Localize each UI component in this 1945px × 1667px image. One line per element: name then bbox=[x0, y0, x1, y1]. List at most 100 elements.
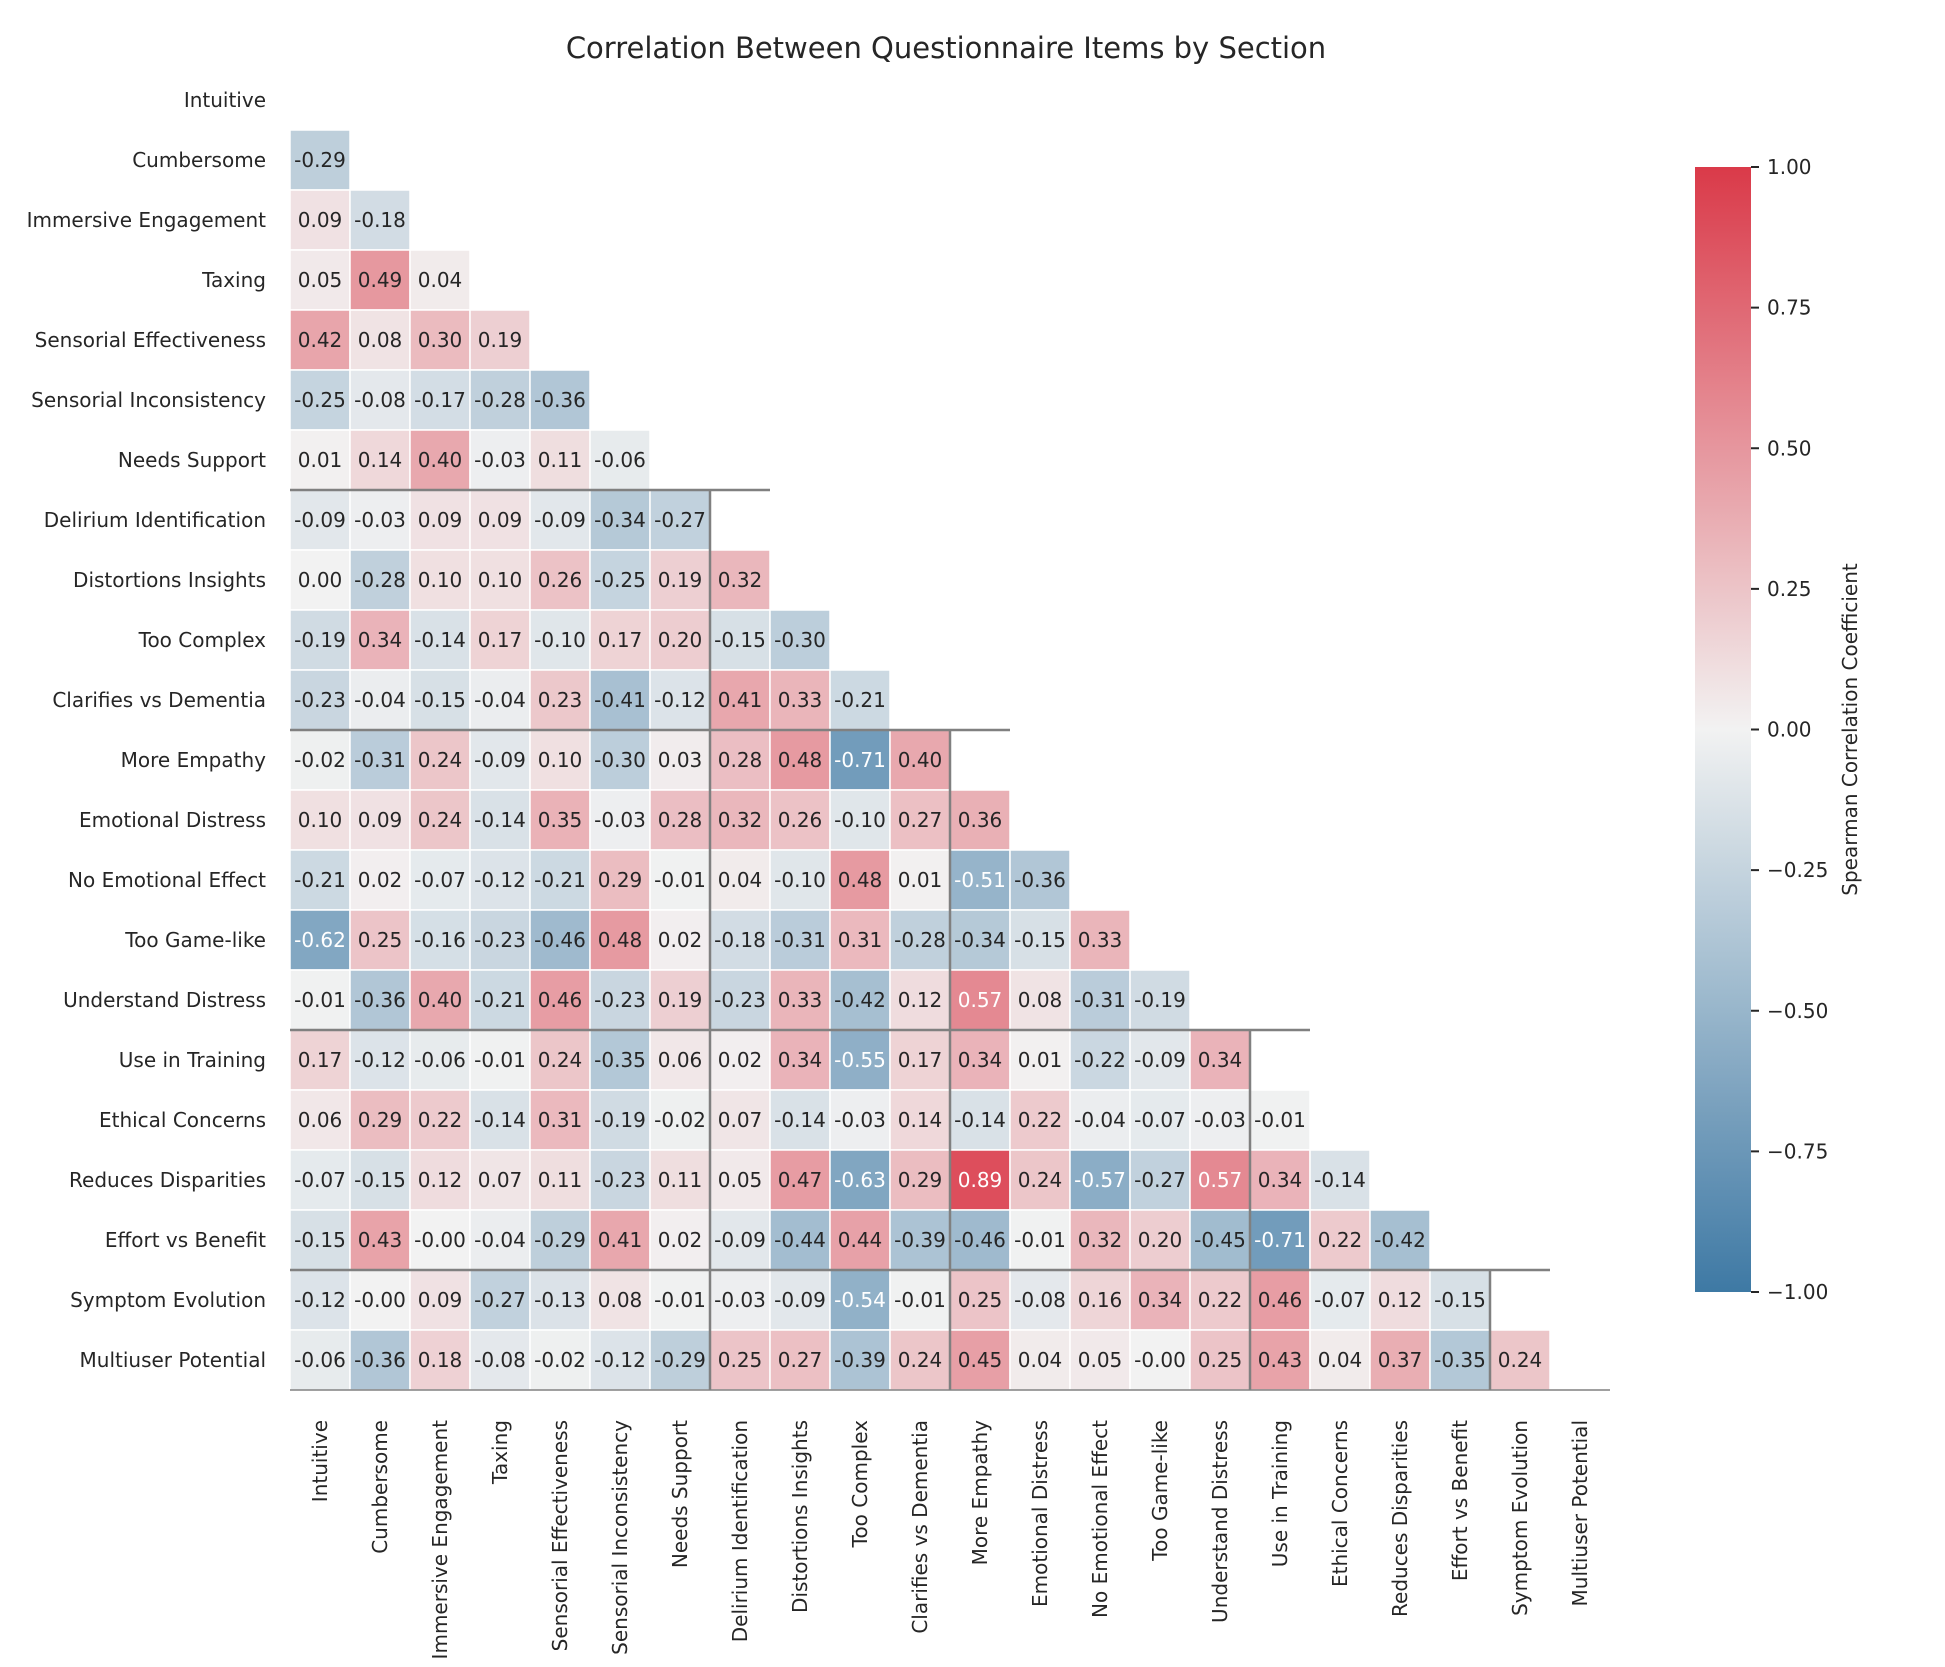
cell-value-label: -0.44 bbox=[774, 1228, 826, 1252]
cell-value-label: -0.57 bbox=[1074, 1168, 1126, 1192]
cell-use-in-training-taxing bbox=[469, 1029, 531, 1091]
cell-taxing-immersive-engagement bbox=[409, 249, 471, 311]
cell-value-label: 0.44 bbox=[838, 1228, 883, 1252]
cell-value-label: 0.41 bbox=[598, 1228, 643, 1252]
cell-value-label: 0.19 bbox=[478, 328, 523, 352]
cell-value-label: -0.25 bbox=[594, 568, 646, 592]
cell-value-label: -0.10 bbox=[774, 868, 826, 892]
cell-value-label: -0.36 bbox=[354, 1348, 406, 1372]
y-tick-label-understand-distress: Understand Distress bbox=[63, 988, 266, 1012]
y-tick-label-multiuser-potential: Multiuser Potential bbox=[80, 1348, 266, 1372]
y-tick-label-cumbersome: Cumbersome bbox=[132, 148, 266, 172]
cell-no-emotional-effect-needs-support bbox=[649, 849, 711, 911]
cell-ethical-concerns-sensorial-inconsistency bbox=[589, 1089, 651, 1151]
cell-value-label: 0.23 bbox=[538, 688, 583, 712]
cell-value-label: -0.36 bbox=[354, 988, 406, 1012]
cell-value-label: 0.06 bbox=[658, 1048, 703, 1072]
cell-value-label: 0.48 bbox=[598, 928, 643, 952]
heatmap-cell-labels: -0.29 0.09 -0.18 0.05 0.49 0.04 0.42 0.08 0.30 0.… bbox=[294, 148, 1542, 1372]
cell-value-label: 0.17 bbox=[898, 1048, 943, 1072]
cell-value-label: -0.23 bbox=[294, 688, 346, 712]
cell-value-label: -0.23 bbox=[594, 988, 646, 1012]
cell-value-label: 0.34 bbox=[1138, 1288, 1183, 1312]
cell-value-label: -0.42 bbox=[834, 988, 886, 1012]
cell-value-label: -0.03 bbox=[714, 1288, 766, 1312]
cell-value-label: 0.31 bbox=[538, 1108, 583, 1132]
cell-no-emotional-effect-clarifies-vs-dementia bbox=[889, 849, 951, 911]
cell-value-label: 0.04 bbox=[718, 868, 763, 892]
cell-value-label: -0.06 bbox=[294, 1348, 346, 1372]
cell-distortions-insights-delirium-identification bbox=[709, 549, 771, 611]
cell-value-label: -0.35 bbox=[594, 1048, 646, 1072]
cell-clarifies-vs-dementia-too-complex bbox=[829, 669, 891, 731]
cell-value-label: -0.22 bbox=[1074, 1048, 1126, 1072]
cell-value-label: 0.04 bbox=[1018, 1348, 1063, 1372]
cell-value-label: 0.24 bbox=[1018, 1168, 1063, 1192]
cell-value-label: -0.30 bbox=[594, 748, 646, 772]
cell-emotional-distress-clarifies-vs-dementia bbox=[889, 789, 951, 851]
cell-value-label: -0.39 bbox=[834, 1348, 886, 1372]
cell-value-label: -0.27 bbox=[474, 1288, 526, 1312]
cell-no-emotional-effect-immersive-engagement bbox=[409, 849, 471, 911]
cell-value-label: -0.10 bbox=[834, 808, 886, 832]
cell-value-label: 0.40 bbox=[418, 448, 463, 472]
cell-value-label: 0.46 bbox=[1258, 1288, 1303, 1312]
cell-understand-distress-cumbersome bbox=[349, 969, 411, 1031]
cell-use-in-training-cumbersome bbox=[349, 1029, 411, 1091]
cell-value-label: 0.29 bbox=[358, 1108, 403, 1132]
cell-value-label: 0.14 bbox=[898, 1108, 943, 1132]
x-axis-labels: Intuitive Cumbersome Immersive Engagement T… bbox=[308, 1420, 1592, 1660]
cell-value-label: -0.27 bbox=[1134, 1168, 1186, 1192]
cell-value-label: -0.03 bbox=[834, 1108, 886, 1132]
cell-value-label: -0.07 bbox=[414, 868, 466, 892]
cell-too-game-like-needs-support bbox=[649, 909, 711, 971]
cell-more-empathy-clarifies-vs-dementia bbox=[889, 729, 951, 791]
cell-value-label: -0.03 bbox=[594, 808, 646, 832]
cell-value-label: -0.02 bbox=[534, 1348, 586, 1372]
cell-value-label: 0.27 bbox=[778, 1348, 823, 1372]
cell-too-game-like-delirium-identification bbox=[709, 909, 771, 971]
cell-needs-support-sensorial-effectiveness bbox=[529, 429, 591, 491]
cell-value-label: -0.00 bbox=[414, 1228, 466, 1252]
cell-value-label: -0.18 bbox=[714, 928, 766, 952]
cell-value-label: -0.03 bbox=[1194, 1108, 1246, 1132]
cell-too-complex-distortions-insights bbox=[769, 609, 831, 671]
cell-value-label: 0.25 bbox=[718, 1348, 763, 1372]
x-tick-label-use-in-training: Use in Training bbox=[1268, 1420, 1292, 1567]
cell-value-label: -0.71 bbox=[834, 748, 886, 772]
cell-value-label: 0.33 bbox=[778, 988, 823, 1012]
cell-value-label: 0.24 bbox=[898, 1348, 943, 1372]
y-tick-label-effort-vs-benefit: Effort vs Benefit bbox=[105, 1228, 266, 1252]
cell-understand-distress-too-complex bbox=[829, 969, 891, 1031]
cell-value-label: -0.41 bbox=[594, 688, 646, 712]
cell-sensorial-inconsistency-cumbersome bbox=[349, 369, 411, 431]
x-tick-label-understand-distress: Understand Distress bbox=[1208, 1420, 1232, 1623]
cell-multiuser-potential-use-in-training bbox=[1249, 1329, 1311, 1391]
x-tick-label-more-empathy: More Empathy bbox=[968, 1420, 992, 1566]
cell-value-label: -0.00 bbox=[354, 1288, 406, 1312]
cell-value-label: -0.14 bbox=[1314, 1168, 1366, 1192]
cell-value-label: 0.11 bbox=[538, 1168, 583, 1192]
cell-value-label: 0.42 bbox=[298, 328, 343, 352]
cell-value-label: 0.33 bbox=[1078, 928, 1123, 952]
cell-value-label: -0.18 bbox=[354, 208, 406, 232]
chart-title: Correlation Between Questionnaire Items … bbox=[566, 31, 1326, 65]
cell-value-label: -0.12 bbox=[354, 1048, 406, 1072]
cell-no-emotional-effect-emotional-distress bbox=[1009, 849, 1071, 911]
cell-value-label: 0.20 bbox=[658, 628, 703, 652]
cell-value-label: -0.07 bbox=[1134, 1108, 1186, 1132]
cell-value-label: -0.01 bbox=[894, 1288, 946, 1312]
cell-understand-distress-sensorial-effectiveness bbox=[529, 969, 591, 1031]
cell-effort-vs-benefit-too-complex bbox=[829, 1209, 891, 1271]
cell-too-game-like-sensorial-effectiveness bbox=[529, 909, 591, 971]
cell-value-label: 0.02 bbox=[658, 928, 703, 952]
cell-multiuser-potential-needs-support bbox=[649, 1329, 711, 1391]
cell-value-label: 0.26 bbox=[538, 568, 583, 592]
cell-delirium-identification-sensorial-inconsistency bbox=[589, 489, 651, 551]
cell-distortions-insights-intuitive bbox=[289, 549, 351, 611]
cell-value-label: 0.12 bbox=[1378, 1288, 1423, 1312]
x-tick-label-emotional-distress: Emotional Distress bbox=[1028, 1420, 1052, 1607]
cell-distortions-insights-immersive-engagement bbox=[409, 549, 471, 611]
cell-emotional-distress-cumbersome bbox=[349, 789, 411, 851]
cell-value-label: -0.06 bbox=[594, 448, 646, 472]
